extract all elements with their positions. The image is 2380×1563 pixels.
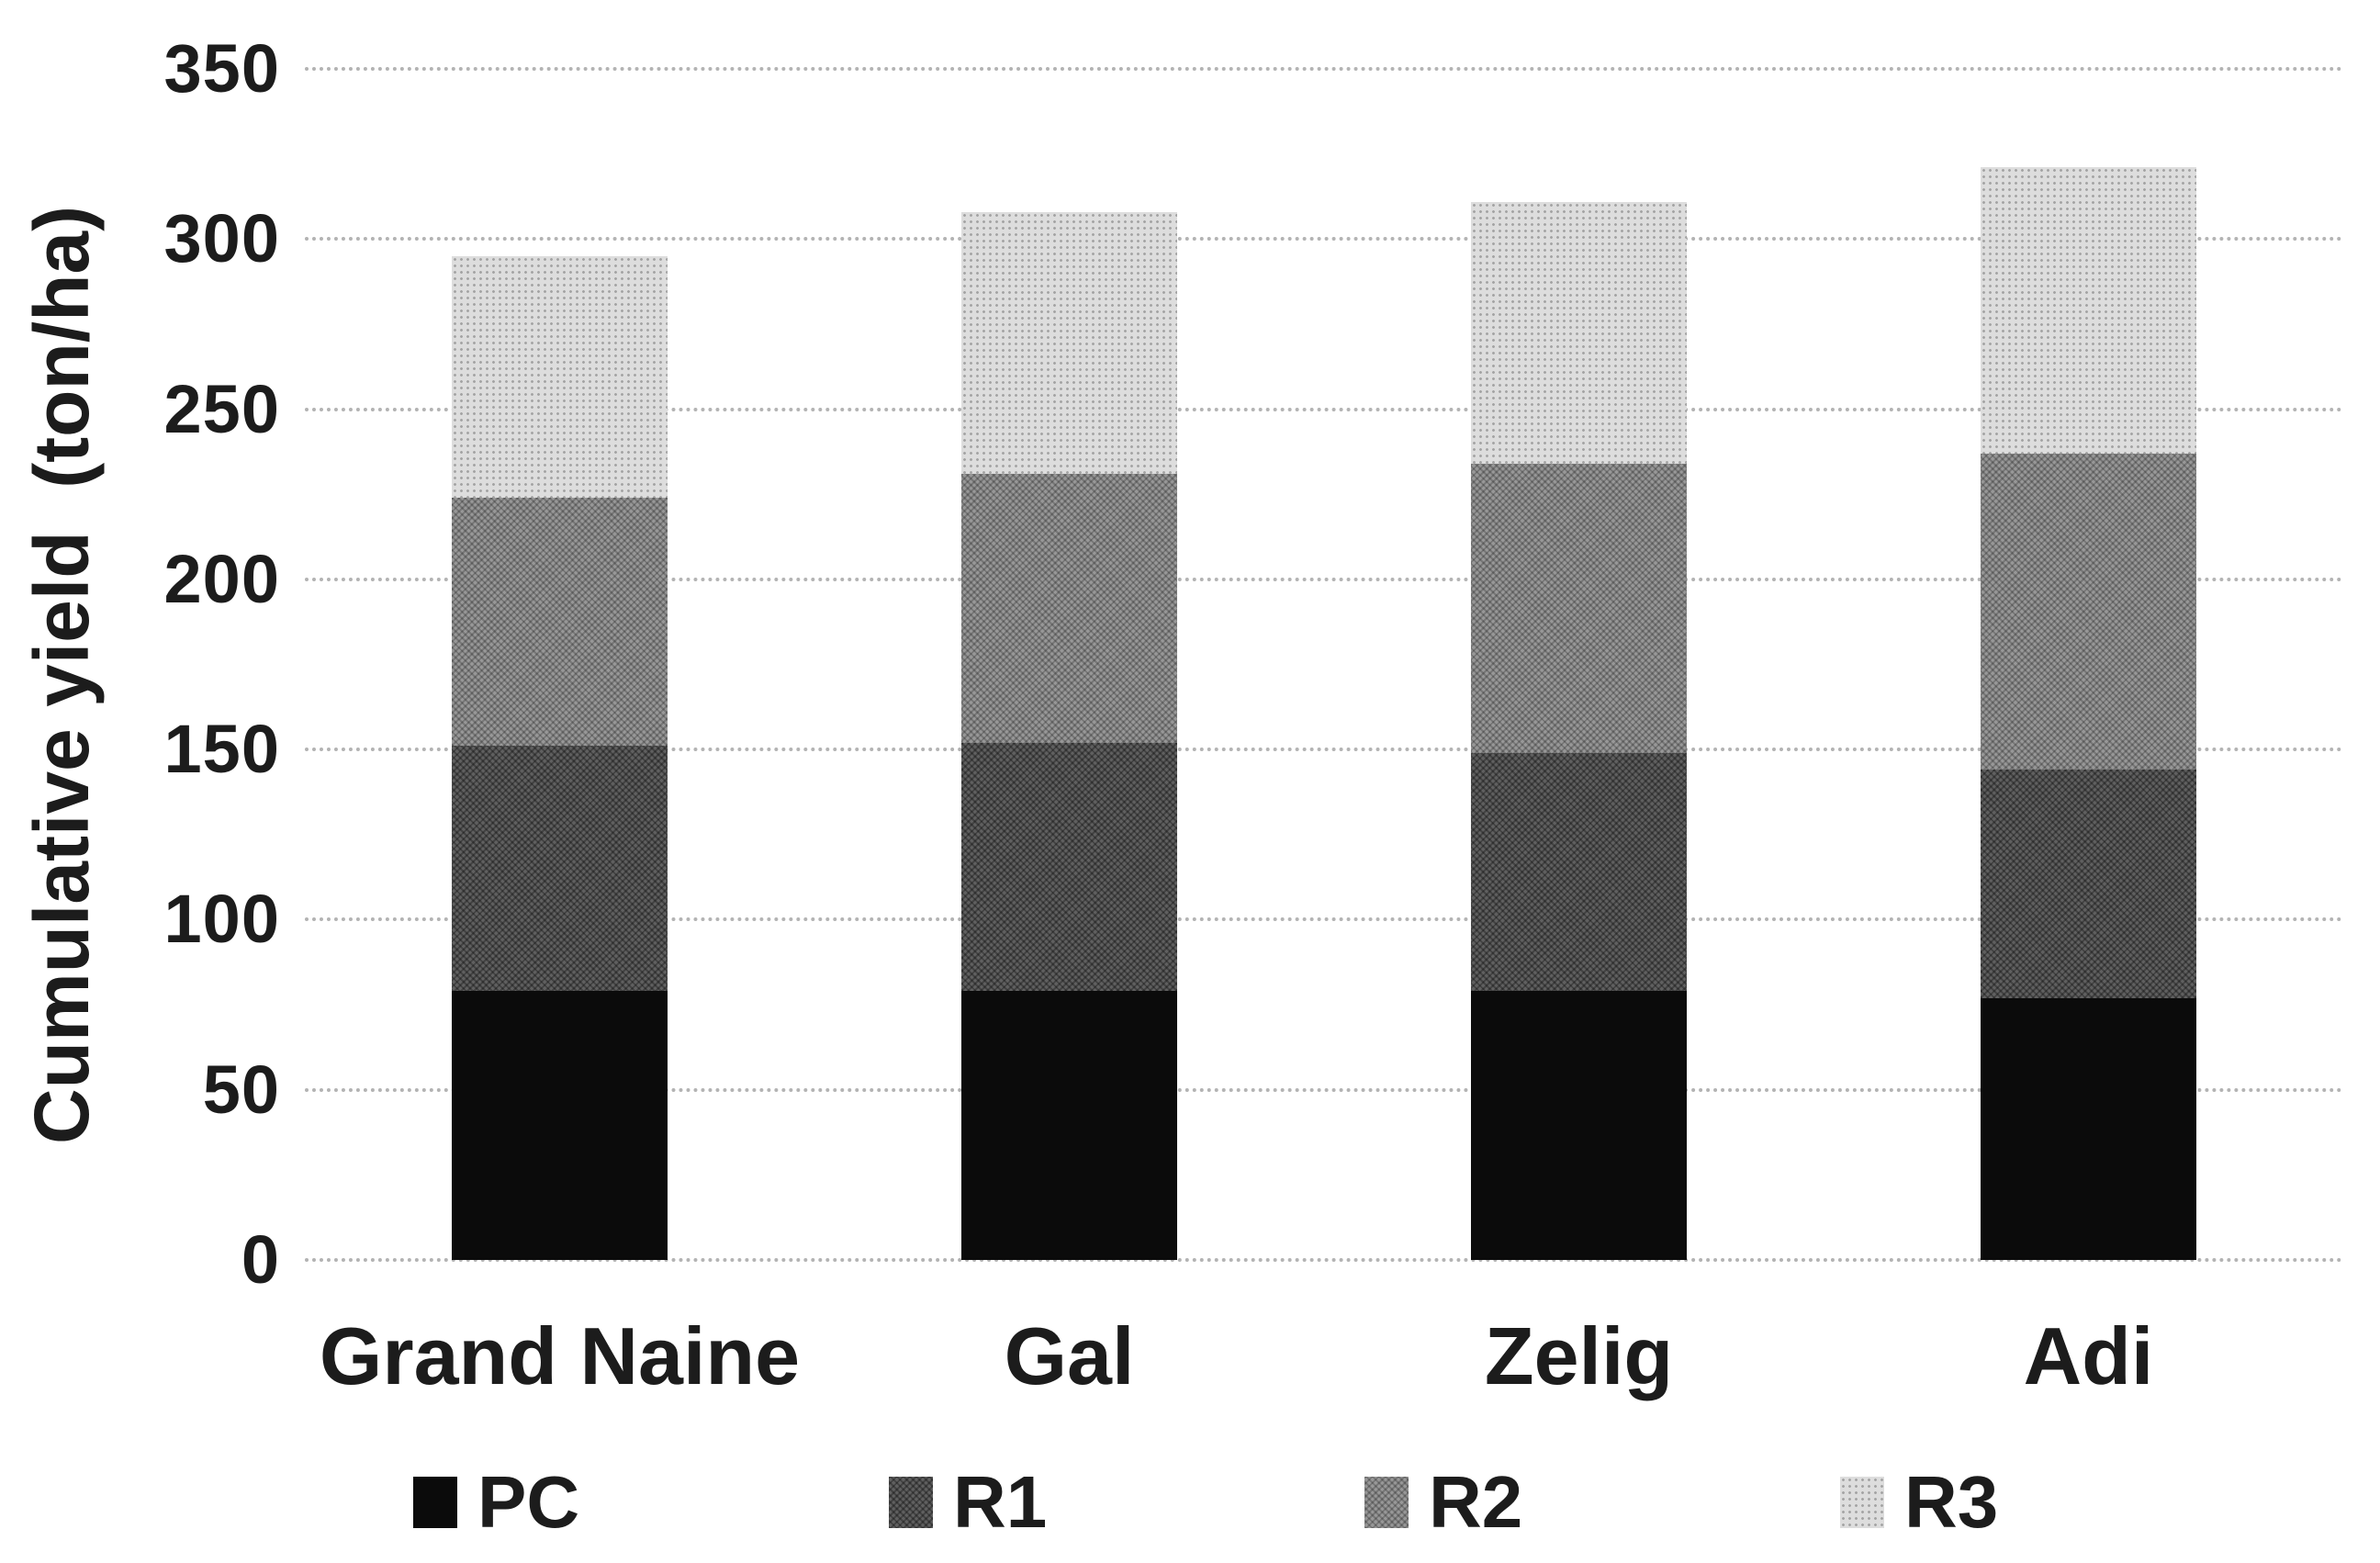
legend-label-r2: R2	[1429, 1461, 1523, 1543]
legend-label-pc: PC	[477, 1461, 580, 1543]
x-axis-label-grand-naine: Grand Naine	[319, 1310, 801, 1401]
gridline-50	[305, 1087, 2343, 1092]
y-tick-label-300: 300	[163, 200, 280, 277]
y-tick-label-100: 100	[163, 881, 280, 958]
x-axis-label-adi: Adi	[2023, 1310, 2154, 1401]
bar-segment-gal-r3	[961, 211, 1177, 474]
bar-segment-gal-r2	[961, 473, 1177, 743]
gridline-350	[305, 67, 2343, 71]
y-tick-label-250: 250	[163, 370, 280, 447]
bar-segment-adi-r2	[1981, 453, 2196, 770]
gridline-0	[305, 1258, 2343, 1262]
bar-segment-gal-r1	[961, 742, 1177, 992]
bar-segment-zelig-r3	[1471, 201, 1687, 464]
legend-swatch-pc	[413, 1477, 457, 1528]
bar-segment-grand-naine-r1	[452, 746, 668, 992]
y-tick-label-200: 200	[163, 540, 280, 617]
bar-segment-zelig-r2	[1471, 463, 1687, 753]
legend-swatch-r2	[1364, 1477, 1409, 1528]
bar-segment-adi-r3	[1981, 167, 2196, 454]
legend-label-r1: R1	[953, 1461, 1048, 1543]
y-tick-label-50: 50	[202, 1051, 280, 1128]
x-axis-label-zelig: Zelig	[1484, 1310, 1674, 1401]
gridline-200	[305, 577, 2343, 581]
bar-segment-zelig-pc	[1471, 991, 1687, 1260]
y-tick-label-350: 350	[163, 30, 280, 107]
legend-swatch-r1	[889, 1477, 933, 1528]
gridline-300	[305, 237, 2343, 242]
y-axis-title: Cumulative yield (ton/ha)	[18, 205, 105, 1144]
legend-swatch-r3	[1840, 1477, 1884, 1528]
bar-segment-grand-naine-r3	[452, 255, 668, 498]
y-tick-label-0: 0	[241, 1221, 280, 1298]
y-tick-label-150: 150	[163, 711, 280, 788]
legend-label-r3: R3	[1904, 1461, 1999, 1543]
bar-segment-grand-naine-r2	[452, 497, 668, 747]
bar-segment-gal-pc	[961, 991, 1177, 1260]
gridline-250	[305, 407, 2343, 411]
bar-segment-zelig-r1	[1471, 752, 1687, 992]
x-axis-label-gal: Gal	[1004, 1310, 1135, 1401]
bar-segment-adi-r1	[1981, 770, 2196, 998]
gridline-150	[305, 748, 2343, 752]
bar-segment-adi-pc	[1981, 997, 2196, 1260]
bar-segment-grand-naine-pc	[452, 991, 668, 1260]
gridline-100	[305, 917, 2343, 922]
